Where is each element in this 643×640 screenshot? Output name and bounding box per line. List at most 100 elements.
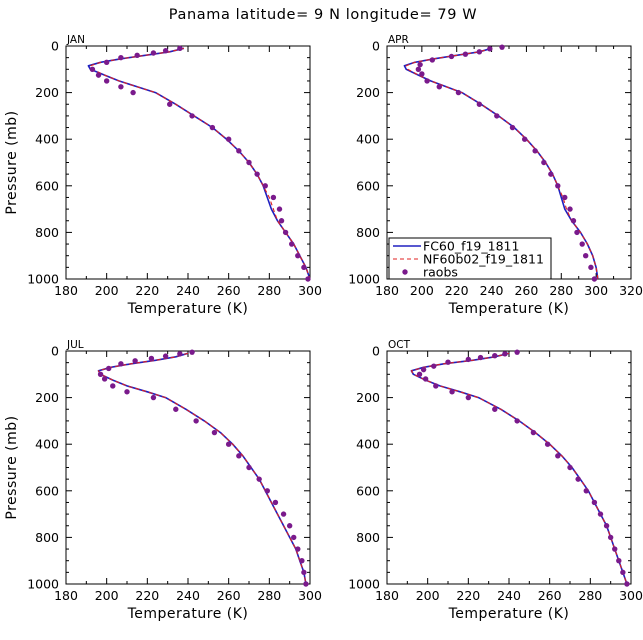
series-line-fc60-f19-1811: [410, 352, 628, 584]
raobs-point: [548, 171, 554, 177]
raobs-point: [167, 101, 173, 107]
raobs-point: [95, 72, 102, 78]
raobs-point: [177, 45, 183, 52]
x-tick-label: 260: [538, 588, 562, 603]
y-tick-label: 800: [35, 530, 59, 545]
raobs-point: [509, 124, 516, 131]
raobs-point: [124, 389, 130, 395]
y-tick-label: 400: [356, 437, 380, 452]
series-line-nf60b02-f19-1811: [410, 352, 628, 584]
x-tick-label: 220: [135, 283, 159, 298]
raobs-point: [597, 511, 604, 517]
raobs-point: [465, 394, 472, 401]
raobs-point: [278, 218, 285, 224]
raobs-point: [301, 569, 307, 576]
raobs-point: [417, 61, 423, 68]
raobs-point: [433, 383, 439, 389]
raobs-point: [499, 44, 505, 50]
raobs-point: [567, 206, 573, 212]
raobs-point: [591, 499, 598, 506]
raobs-point: [162, 47, 169, 54]
y-tick-label: 600: [35, 483, 59, 498]
raobs-point: [150, 394, 157, 401]
series-line-nf60b02-f19-1811: [97, 352, 307, 584]
raobs-point: [272, 499, 279, 506]
raobs-point: [477, 354, 484, 361]
raobs-point: [264, 488, 270, 494]
raobs-point: [193, 418, 199, 424]
raobs-point: [103, 59, 110, 66]
y-tick-label: 600: [356, 178, 380, 193]
raobs-point: [419, 71, 425, 77]
raobs-point: [211, 429, 218, 436]
y-tick-label: 1000: [27, 577, 59, 592]
raobs-point: [521, 136, 528, 142]
raobs-point: [286, 523, 293, 529]
x-tick-label: 280: [257, 588, 281, 603]
raobs-point: [620, 569, 626, 576]
y-tick-label: 1000: [348, 577, 380, 592]
raobs-point: [246, 464, 252, 471]
raobs-point: [173, 406, 179, 412]
plot-frame: [386, 350, 632, 585]
y-axis-label: Pressure (mb): [4, 415, 20, 519]
y-tick-label: 200: [356, 390, 380, 405]
x-tick-label: 240: [176, 283, 200, 298]
x-tick-label: 180: [54, 283, 78, 298]
x-tick-label: 240: [480, 283, 504, 298]
raobs-point: [544, 441, 551, 447]
raobs-point: [299, 558, 305, 564]
panel-oct: 180 200 220 240 260 280 300 0 200 400 600 800 1000 Te…: [348, 339, 643, 622]
x-tick-label: 260: [217, 588, 241, 603]
x-tick-label: 240: [497, 588, 521, 603]
panel-apr: 180 200 220 240 260 280 300 320 0 200 400 600 800 100…: [348, 34, 643, 317]
y-axis-label: Pressure (mb): [4, 110, 20, 214]
raobs-point: [591, 276, 598, 282]
x-tick-label: 300: [298, 283, 322, 298]
raobs-point: [624, 581, 630, 587]
x-tick-label: 260: [217, 283, 241, 298]
raobs-point: [429, 57, 436, 63]
raobs-point: [562, 194, 568, 201]
raobs-point: [476, 101, 483, 107]
x-tick-label: 280: [549, 283, 573, 298]
raobs-point: [134, 52, 140, 59]
raobs-point: [465, 356, 472, 363]
panel-title: OCT: [388, 339, 411, 351]
y-tick-label: 200: [35, 85, 59, 100]
raobs-point: [254, 171, 260, 177]
raobs-point: [603, 523, 610, 529]
raobs-point: [256, 476, 262, 482]
y-tick-label: 1000: [27, 272, 59, 287]
raobs-point: [422, 376, 429, 382]
raobs-point: [189, 349, 195, 355]
raobs-point: [492, 352, 498, 359]
raobs-point: [103, 78, 110, 84]
raobs-point: [567, 464, 573, 471]
raobs-point: [579, 241, 585, 247]
raobs-point: [270, 194, 277, 201]
plot-frame: [65, 350, 311, 585]
x-tick-label: 200: [410, 283, 434, 298]
x-tick-label: 240: [176, 588, 200, 603]
y-tick-label: 1000: [348, 272, 380, 287]
raobs-point: [262, 183, 268, 189]
raobs-point: [530, 429, 537, 436]
raobs-point: [455, 89, 462, 96]
x-tick-label: 200: [416, 588, 440, 603]
y-tick-label: 200: [35, 390, 59, 405]
x-tick-label: 200: [95, 283, 119, 298]
raobs-point: [177, 351, 183, 357]
y-tick-label: 0: [372, 39, 380, 54]
raobs-point: [494, 113, 500, 119]
raobs-point: [431, 363, 437, 369]
legend-label: NF60b02_f19_1811: [423, 252, 544, 267]
raobs-point: [582, 253, 589, 259]
raobs-point: [303, 581, 309, 587]
panel-title: APR: [388, 34, 409, 46]
x-tick-label: 300: [619, 588, 643, 603]
y-tick-label: 400: [35, 437, 59, 452]
x-tick-label: 320: [619, 283, 643, 298]
series-line-fc60-f19-1811: [87, 47, 310, 279]
